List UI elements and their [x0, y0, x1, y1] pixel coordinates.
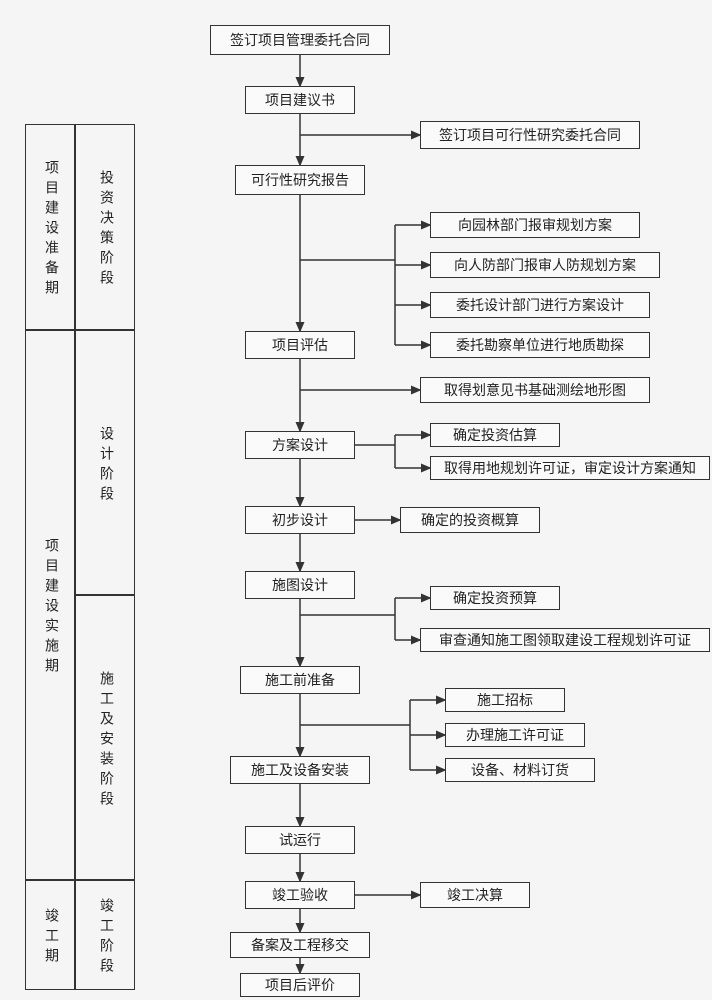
- main-node-n8: 施工及设备安装: [230, 756, 370, 784]
- side-node-s4: 委托设计部门进行方案设计: [430, 292, 650, 318]
- main-node-n3: 项目评估: [245, 331, 355, 359]
- phase-period-1: 项目建设准备期: [25, 124, 75, 330]
- main-node-n12: 项目后评价: [240, 973, 360, 997]
- side-node-s6: 取得划意见书基础测绘地形图: [420, 377, 650, 403]
- flowchart-canvas: 项目建设准备期项目建设实施期竣工期 投资决策阶段设计阶段施工及安装阶段竣工阶段 签订…: [0, 0, 712, 1000]
- phase-stage-4: 竣工阶段: [75, 880, 135, 990]
- phase-stage-1: 投资决策阶段: [75, 124, 135, 330]
- main-node-n5: 初步设计: [245, 506, 355, 534]
- phase-stage-3: 施工及安装阶段: [75, 595, 135, 880]
- main-node-n4: 方案设计: [245, 431, 355, 459]
- side-node-s11: 审查通知施工图领取建设工程规划许可证: [420, 628, 710, 652]
- main-node-n2: 可行性研究报告: [235, 165, 365, 195]
- side-node-s8: 取得用地规划许可证，审定设计方案通知: [430, 456, 710, 480]
- main-node-n1: 项目建议书: [245, 86, 355, 114]
- side-node-s9: 确定的投资概算: [400, 507, 540, 533]
- main-node-n9: 试运行: [245, 826, 355, 854]
- phase-period-2: 项目建设实施期: [25, 330, 75, 880]
- main-node-n0: 签订项目管理委托合同: [210, 25, 390, 55]
- side-node-s2: 向园林部门报审规划方案: [430, 212, 640, 238]
- side-node-s13: 办理施工许可证: [445, 723, 585, 747]
- side-node-s12: 施工招标: [445, 688, 565, 712]
- side-node-s3: 向人防部门报审人防规划方案: [430, 252, 660, 278]
- side-node-s5: 委托勘察单位进行地质勘探: [430, 332, 650, 358]
- side-node-s1: 签订项目可行性研究委托合同: [420, 121, 640, 149]
- main-node-n11: 备案及工程移交: [230, 932, 370, 958]
- phase-period-3: 竣工期: [25, 880, 75, 990]
- main-node-n7: 施工前准备: [240, 666, 360, 694]
- main-node-n10: 竣工验收: [245, 881, 355, 909]
- side-node-s14: 设备、材料订货: [445, 758, 595, 782]
- side-node-s7: 确定投资估算: [430, 423, 560, 447]
- side-node-s10: 确定投资预算: [430, 586, 560, 610]
- phase-stage-2: 设计阶段: [75, 330, 135, 595]
- main-node-n6: 施图设计: [245, 571, 355, 599]
- side-node-s15: 竣工决算: [420, 882, 530, 908]
